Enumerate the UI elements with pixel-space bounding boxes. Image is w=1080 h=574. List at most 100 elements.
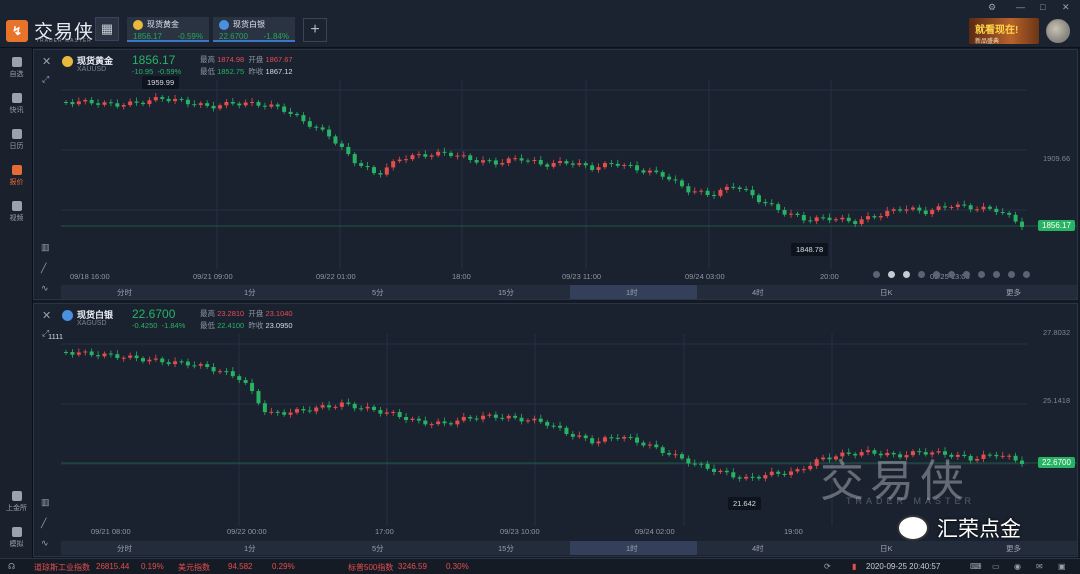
candle [635,437,640,443]
tab-silver[interactable]: 现货白银 22.6700 -1.84% [213,17,295,42]
tf-5m[interactable]: 5分 [372,288,384,297]
index-pct: 0.19% [141,562,164,571]
candle [891,209,896,211]
tf-1m[interactable]: 1分 [244,544,256,553]
candle [724,186,729,190]
close-window-button[interactable]: ✕ [1062,2,1070,12]
tf-tick[interactable]: 分时 [117,544,132,553]
camera-icon[interactable]: ◉ [1014,562,1021,571]
tf-1h[interactable]: 1时 [570,285,697,299]
avatar[interactable] [1046,19,1070,43]
candle [64,102,68,103]
gold-candlestick-chart[interactable] [34,50,1077,299]
candle [545,164,550,167]
chart-type-icon[interactable]: ∿ [41,283,49,293]
add-tab-button[interactable]: + [303,18,327,42]
sidebar-item-label: 日历 [9,143,24,150]
settings-icon[interactable]: ⚙ [988,2,997,12]
page-dots[interactable] [873,271,1030,278]
sidebar: 自选 快讯 日历 报价 视频 上金所 模拟 [0,48,33,558]
candle [410,418,415,420]
candle [583,435,588,439]
candle [840,452,845,457]
refresh-icon[interactable]: ⟳ [824,562,831,571]
candle [256,101,261,106]
mail-icon[interactable]: ✉ [1036,562,1043,571]
index-value: 94.582 [228,562,253,571]
candle [769,203,774,205]
tf-4h[interactable]: 4时 [752,288,764,297]
candle [70,102,75,105]
monitor-icon[interactable]: ▣ [1058,562,1066,571]
candle [83,351,88,353]
banner-title: 就看现在! [975,25,1019,36]
keyboard-icon[interactable]: ⌨ [970,562,982,571]
close-panel-icon[interactable]: ✕ [42,310,52,322]
candle [615,163,620,166]
sidebar-item-simulate[interactable]: 模拟 [0,522,33,554]
sidebar-item-video[interactable]: 视频 [0,196,33,228]
sidebar-item-calendar[interactable]: 日历 [0,124,33,156]
indicator-icon[interactable]: ▥ [41,497,50,507]
sidebar-item-quotes[interactable]: 报价 [0,160,33,192]
notification-icon[interactable]: ▭ [992,562,1000,571]
tf-5m[interactable]: 5分 [372,544,384,553]
candle [679,454,684,459]
candle [211,367,216,372]
candle [667,453,672,455]
candle [904,209,909,211]
sidebar-item-label: 模拟 [9,541,24,548]
clock: 2020-09-25 20:40:57 [866,562,941,571]
candle [455,155,460,157]
period-low-label: 21.642 [728,497,761,510]
candle [551,162,556,167]
expand-icon[interactable]: ⤢ [42,328,50,338]
sidebar-item-news[interactable]: 快讯 [0,88,33,120]
tf-more[interactable]: 更多 [1006,544,1021,553]
candle [833,219,838,221]
candle [179,98,184,100]
x-tick: 09/21 09:00 [193,272,233,281]
layout-grid-button[interactable]: ▦ [95,17,119,41]
draw-line-icon[interactable]: ╱ [41,518,47,528]
candle [949,454,954,457]
tf-tick[interactable]: 分时 [117,288,132,297]
tf-1h[interactable]: 1时 [570,541,697,555]
maximize-button[interactable]: □ [1040,2,1046,12]
chart-type-icon[interactable]: ∿ [41,538,49,548]
candle [968,205,973,210]
candle [269,411,274,413]
sidebar-item-watchlist[interactable]: 自选 [0,52,33,84]
tf-15m[interactable]: 15分 [498,288,514,297]
candle [198,103,203,106]
draw-line-icon[interactable]: ╱ [41,263,47,273]
tf-more[interactable]: 更多 [1006,288,1021,297]
candle [801,215,806,221]
close-panel-icon[interactable]: ✕ [42,56,52,68]
promo-banner[interactable]: 就看现在! 新品盛典 [969,18,1039,45]
current-price-tag: 22.6700 [1038,457,1075,468]
tf-day[interactable]: 日K [880,544,893,553]
expand-icon[interactable]: ⤢ [42,74,50,84]
sidebar-item-sge[interactable]: 上金所 [0,486,33,518]
indicator-icon[interactable]: ▥ [41,242,50,252]
tf-15m[interactable]: 15分 [498,544,514,553]
symbol-name[interactable]: 现货白银 [77,310,114,320]
x-tick: 09/24 02:00 [635,527,675,536]
silver-candlestick-chart[interactable] [34,304,1077,556]
candle [1000,455,1005,457]
candle [237,376,242,381]
headset-icon[interactable]: ☊ [8,562,16,571]
candle [275,411,280,413]
candle [160,97,165,99]
silver-header: ✕ 现货白银 XAGUSD 22.6700 -0.4250 -1.84% 最高 … [34,304,1077,332]
candle [359,163,364,166]
candle [1013,455,1018,461]
candle [769,471,774,476]
tab-gold[interactable]: 现货黄金 1856.17 -0.59% [127,17,209,42]
tf-day[interactable]: 日K [880,288,893,297]
symbol-name[interactable]: 现货黄金 [77,56,114,66]
minimize-button[interactable]: — [1016,2,1025,12]
tf-1m[interactable]: 1分 [244,288,256,297]
tf-4h[interactable]: 4时 [752,544,764,553]
